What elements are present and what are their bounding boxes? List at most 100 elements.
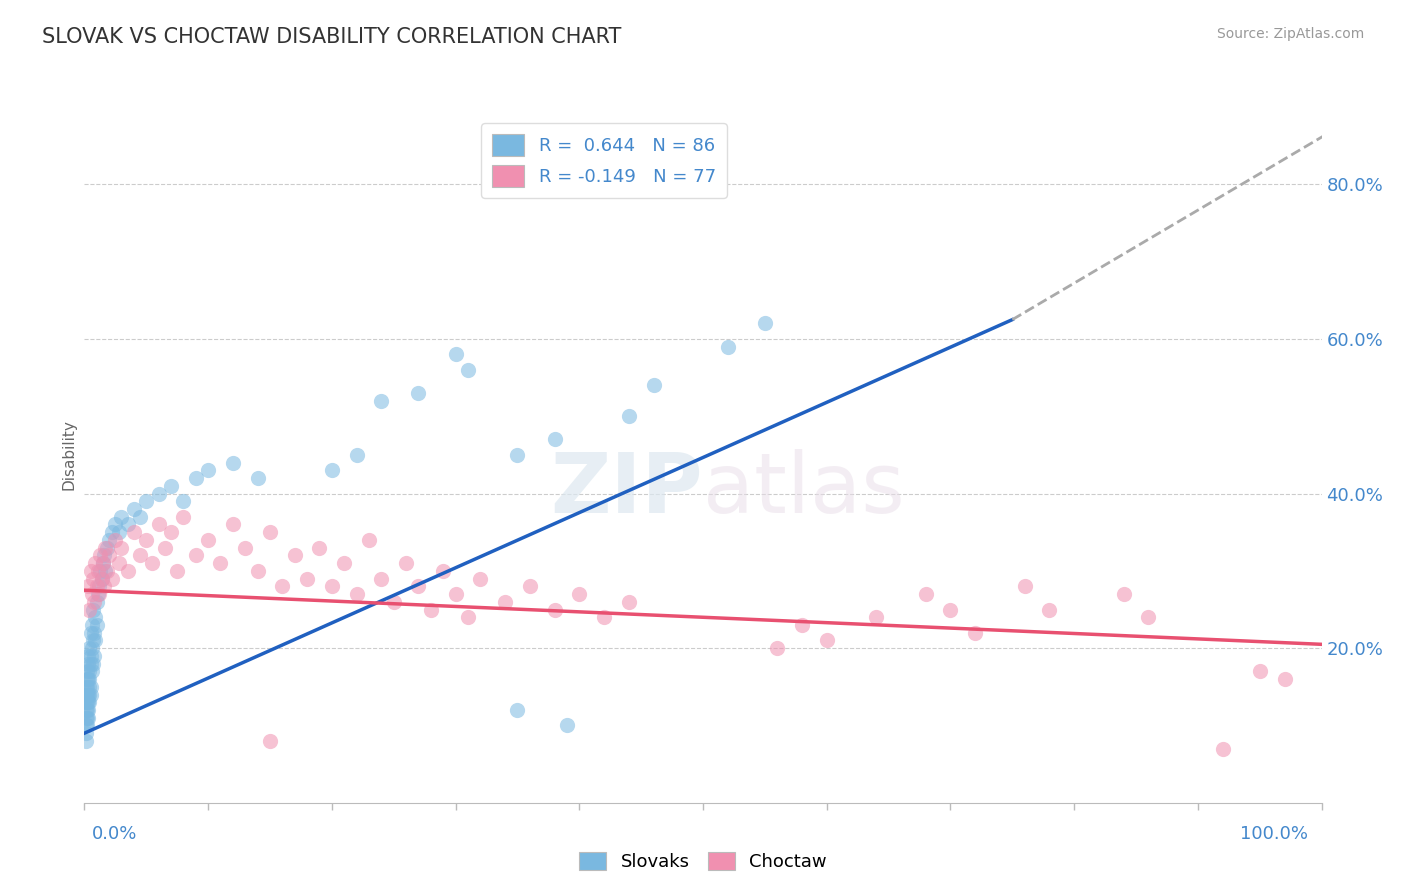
Point <box>77 695 100 709</box>
Point <box>117 564 139 578</box>
Point <box>110 509 132 524</box>
Point <box>75 695 97 709</box>
Point <box>79 688 101 702</box>
Point <box>444 347 467 361</box>
Point <box>100 572 122 586</box>
Point <box>370 572 392 586</box>
Point <box>75 726 97 740</box>
Point <box>86 618 108 632</box>
Point <box>91 556 114 570</box>
Point <box>87 587 110 601</box>
Point <box>408 579 430 593</box>
Point <box>617 409 640 424</box>
Point <box>259 734 281 748</box>
Point <box>1014 579 1036 593</box>
Point <box>79 672 101 686</box>
Point <box>271 579 294 593</box>
Point <box>543 602 565 616</box>
Point <box>100 525 122 540</box>
Point <box>172 509 194 524</box>
Point <box>432 564 454 578</box>
Point <box>108 525 131 540</box>
Point <box>141 556 163 570</box>
Point <box>76 695 98 709</box>
Point <box>543 433 565 447</box>
Point <box>75 703 97 717</box>
Point <box>593 610 616 624</box>
Point <box>408 386 430 401</box>
Point <box>233 541 256 555</box>
Point <box>89 587 111 601</box>
Point <box>419 602 441 616</box>
Text: Source: ZipAtlas.com: Source: ZipAtlas.com <box>1216 27 1364 41</box>
Legend: R =  0.644   N = 86, R = -0.149   N = 77: R = 0.644 N = 86, R = -0.149 N = 77 <box>481 123 727 198</box>
Point <box>79 657 101 671</box>
Point <box>83 595 105 609</box>
Point <box>98 549 121 563</box>
Point <box>80 641 103 656</box>
Point <box>82 633 104 648</box>
Point <box>222 517 245 532</box>
Point <box>84 610 107 624</box>
Point <box>80 587 103 601</box>
Point <box>1137 610 1160 624</box>
Point <box>75 718 97 732</box>
Point <box>321 463 343 477</box>
Point <box>643 378 665 392</box>
Point <box>197 533 219 547</box>
Point <box>308 541 330 555</box>
Point <box>86 579 108 593</box>
Point <box>79 680 101 694</box>
Point <box>333 556 356 570</box>
Point <box>80 618 103 632</box>
Text: atlas: atlas <box>703 450 904 530</box>
Point <box>89 549 111 563</box>
Point <box>77 648 100 663</box>
Point <box>79 641 101 656</box>
Point <box>346 448 368 462</box>
Point <box>617 595 640 609</box>
Point <box>259 525 281 540</box>
Point <box>172 494 194 508</box>
Point <box>76 672 98 686</box>
Point <box>84 633 107 648</box>
Legend: Slovaks, Choctaw: Slovaks, Choctaw <box>572 845 834 879</box>
Point <box>77 711 100 725</box>
Point <box>86 595 108 609</box>
Point <box>96 541 118 555</box>
Point <box>83 625 105 640</box>
Point <box>790 618 813 632</box>
Point <box>79 680 101 694</box>
Point <box>766 641 789 656</box>
Point <box>76 703 98 717</box>
Point <box>79 625 101 640</box>
Point <box>108 556 131 570</box>
Point <box>90 572 112 586</box>
Point <box>94 564 117 578</box>
Point <box>153 541 176 555</box>
Point <box>519 579 541 593</box>
Point <box>184 471 207 485</box>
Point <box>382 595 405 609</box>
Point <box>246 471 269 485</box>
Point <box>357 533 380 547</box>
Text: 100.0%: 100.0% <box>1240 825 1308 843</box>
Y-axis label: Disability: Disability <box>60 419 76 491</box>
Point <box>939 602 962 616</box>
Point <box>75 711 97 725</box>
Point <box>76 711 98 725</box>
Point <box>80 665 103 679</box>
Point <box>84 556 107 570</box>
Point <box>76 718 98 732</box>
Point <box>79 602 101 616</box>
Point <box>79 688 101 702</box>
Point <box>166 564 188 578</box>
Point <box>246 564 269 578</box>
Point <box>1274 672 1296 686</box>
Point <box>129 509 152 524</box>
Point <box>98 533 121 547</box>
Point <box>82 657 104 671</box>
Point <box>104 533 127 547</box>
Point <box>1038 602 1060 616</box>
Point <box>209 556 232 570</box>
